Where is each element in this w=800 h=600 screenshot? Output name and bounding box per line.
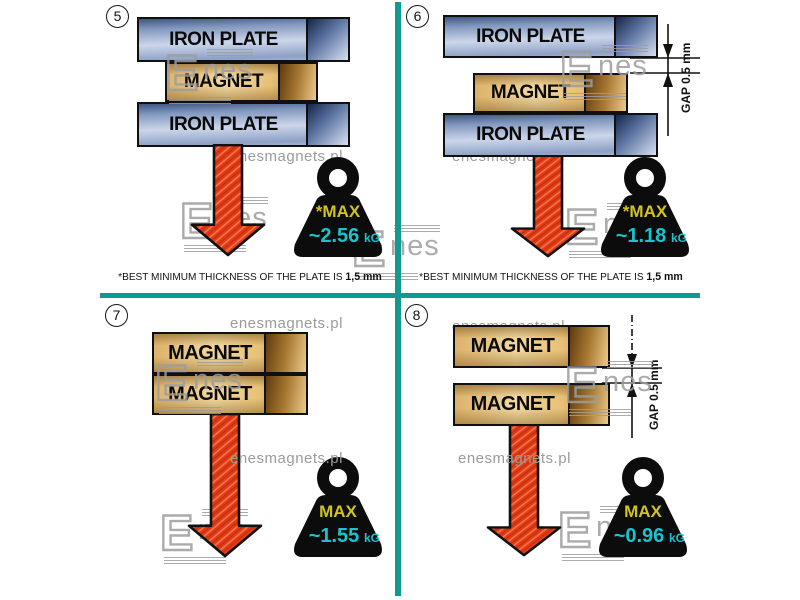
logo-text: nes (203, 54, 253, 86)
force-unit: kG (364, 531, 380, 545)
logo-text: nes (193, 364, 243, 396)
watermark-site: enesmagnets.pl (230, 450, 343, 467)
weight-icon: MAX ~1.55 kG (294, 457, 382, 557)
logo-lines (564, 93, 626, 101)
footnote-bold: 1,5 mm (646, 271, 683, 283)
logo-initial: E (564, 199, 600, 255)
pull-force-arrow (486, 424, 562, 557)
plate-end-cap (306, 19, 348, 60)
force-value: ~2.56 (309, 225, 360, 247)
logo-initial: E (154, 355, 190, 411)
logo-text: nes (598, 50, 648, 82)
enes-logo: E nes (154, 355, 247, 416)
magnet-label: MAGNET (183, 71, 264, 92)
gap-label: GAP 0.5 mm (679, 43, 693, 113)
force-value: ~0.96 (614, 525, 665, 547)
iron-plate-label: IRON PLATE (169, 28, 278, 50)
weight-ring (317, 157, 359, 199)
logo-lines (197, 359, 243, 366)
panel-8-number: 8 (405, 304, 428, 327)
magnet-end-cap (568, 385, 608, 424)
logo-lines (607, 361, 653, 368)
magnet-label: MAGNET (470, 393, 555, 415)
logo-lines (394, 225, 440, 232)
logo-lines (207, 49, 253, 56)
force-value: ~1.18 (616, 225, 667, 247)
iron-plate-label: IRON PLATE (476, 25, 585, 47)
enes-logo: E nes (559, 41, 652, 102)
logo-initial: E (559, 41, 595, 97)
force-unit: kG (669, 531, 685, 545)
logo-initial: E (159, 505, 195, 561)
watermark-site: enesmagnets.pl (230, 315, 343, 332)
panel-6-number: 6 (406, 5, 429, 28)
weight-ring (622, 457, 664, 499)
pull-force-arrow (510, 155, 586, 258)
footnote-text: *BEST MINIMUM THICKNESS OF THE PLATE IS (118, 271, 343, 283)
magnet-bar-top: MAGNET (453, 325, 610, 368)
logo-lines (222, 197, 268, 204)
footnote: *BEST MINIMUM THICKNESS OF THE PLATE IS … (417, 271, 686, 283)
iron-plate-bottom: IRON PLATE (137, 102, 350, 147)
logo-lines (164, 557, 226, 565)
magnet-label: MAGNET (168, 383, 252, 405)
iron-plate-top: IRON PLATE (137, 17, 350, 62)
plate-end-cap (306, 104, 348, 145)
magnet-end-cap (264, 334, 306, 372)
weight-ring (317, 457, 359, 499)
magnet-label: MAGNET (168, 341, 252, 364)
magnet-end-cap (264, 376, 306, 413)
weight-icon: *MAX ~2.56 kG (294, 157, 382, 257)
magnet-end-cap (278, 64, 316, 100)
logo-lines (184, 245, 246, 253)
enes-logo: E nes (164, 45, 257, 106)
logo-initial: E (164, 45, 200, 101)
logo-lines (356, 273, 418, 281)
magnet-bar: MAGNET (165, 62, 318, 102)
gap-dimension: GAP 0.5 mm (630, 24, 700, 136)
pull-force-arrow (187, 413, 263, 558)
vertical-divider (395, 2, 401, 596)
weight-icon: *MAX ~1.18 kG (601, 157, 689, 257)
footnote-bold: 1,5 mm (345, 271, 382, 283)
weight-ring (624, 157, 666, 199)
horizontal-divider (100, 293, 700, 298)
panel-5-number: 5 (106, 5, 129, 28)
magnet-end-cap (568, 327, 608, 366)
enes-logo: E nes (564, 357, 657, 418)
max-label: MAX (319, 502, 357, 521)
watermark-site: enesmagnets.pl (458, 450, 571, 467)
logo-lines (602, 45, 648, 52)
footnote-text: *BEST MINIMUM THICKNESS OF THE PLATE IS (419, 271, 644, 283)
gap-dimension: GAP 0.5 mm (602, 315, 662, 438)
logo-lines (562, 554, 624, 562)
logo-initial: E (564, 357, 600, 413)
logo-lines (569, 409, 631, 417)
magnet-bar-bottom: MAGNET (453, 383, 610, 426)
max-label: MAX (624, 502, 662, 521)
max-label: *MAX (316, 202, 361, 221)
magnet-label: MAGNET (470, 335, 555, 357)
logo-initial: E (557, 502, 593, 558)
panel-7-number: 7 (105, 304, 128, 327)
watermark-site: enesmagnets.pl (230, 148, 343, 165)
logo-text: nes (603, 366, 653, 398)
magnet-label: MAGNET (490, 82, 571, 103)
footnote: *BEST MINIMUM THICKNESS OF THE PLATE IS … (116, 271, 385, 283)
iron-plate-label: IRON PLATE (169, 113, 278, 135)
plate-end-cap (614, 115, 656, 155)
weight-icon: MAX ~0.96 kG (599, 457, 687, 557)
logo-lines (169, 97, 231, 105)
iron-plate-label: IRON PLATE (476, 124, 585, 145)
max-label: *MAX (623, 202, 668, 221)
force-unit: kG (671, 231, 687, 245)
logo-lines (569, 251, 631, 259)
force-unit: kG (364, 231, 380, 245)
pull-force-arrow (190, 144, 266, 257)
logo-lines (159, 407, 221, 415)
iron-plate-bottom: IRON PLATE (443, 113, 658, 157)
force-value: ~1.55 (309, 525, 360, 547)
gap-label: GAP 0.5 mm (647, 360, 661, 430)
